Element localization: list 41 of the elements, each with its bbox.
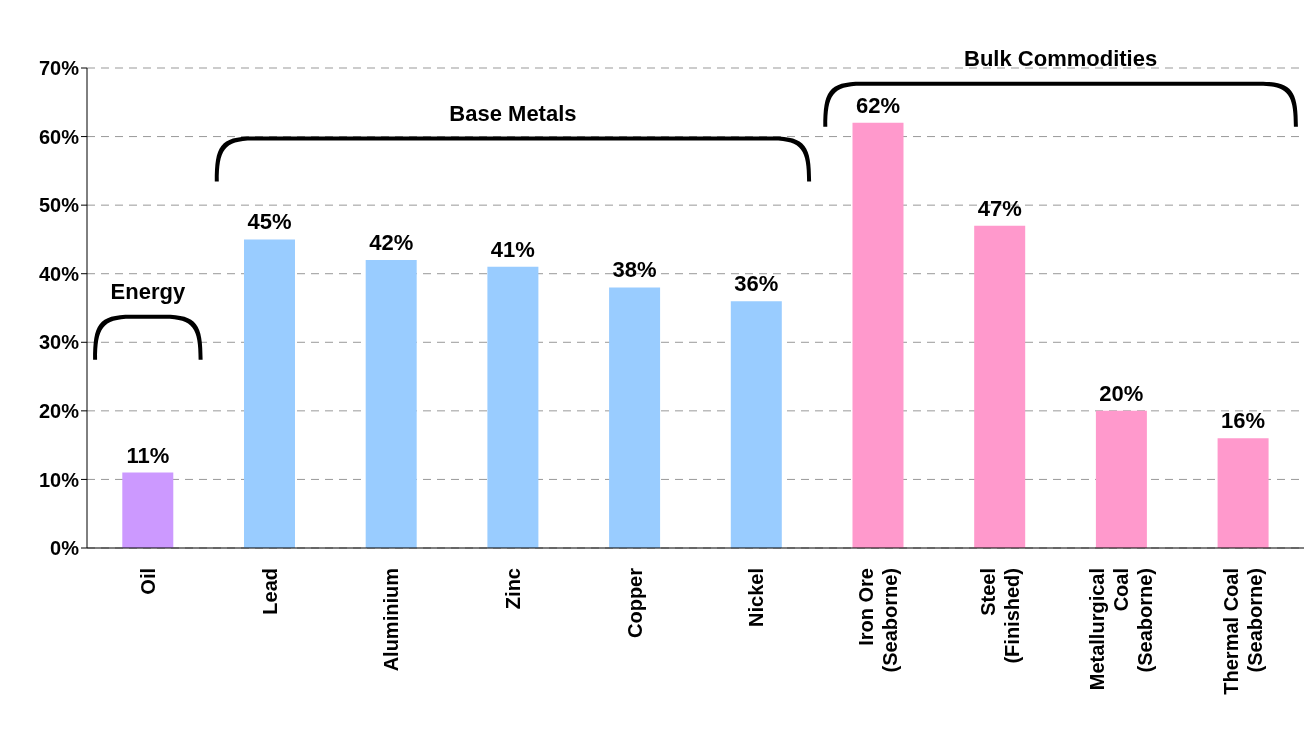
annotation: Bulk Commodities [964,45,1158,71]
y-tick-label: 0% [50,537,80,560]
y-tick-label: 50% [38,194,80,217]
bar [1217,438,1269,548]
bar [243,239,295,548]
x-tick-label: Steel (Finished) [976,568,1023,664]
bar [487,266,539,548]
x-tick-label: Nickel [745,568,768,627]
data-label: 36% [734,271,779,297]
bar [974,225,1026,548]
data-label: 42% [369,230,414,255]
x-tick-label: Aluminium [380,568,403,672]
x-tick-label: Metallurgical Coal (Seaborne) [1086,568,1157,691]
x-tick-label: Copper [623,567,646,638]
data-label: 45% [247,209,292,235]
data-label: 47% [977,195,1022,221]
data-label: 11% [126,442,170,468]
x-tick-label: Thermal Coal (Seaborne) [1220,568,1267,695]
annotation: Energy [110,278,186,304]
x-tick-label: Oil [136,568,159,595]
data-label: 38% [612,257,657,283]
bar [609,287,661,548]
y-tick-label: 70% [38,57,80,80]
annotation: Base Metals [449,100,577,126]
data-label: 41% [490,236,535,262]
bar [365,260,417,548]
y-tick-label: 60% [38,125,80,148]
data-label: 16% [1221,408,1266,434]
y-tick-label: 10% [38,468,80,491]
bar [122,472,174,548]
data-label: 62% [855,92,901,118]
bar [852,122,904,548]
y-tick-label: 40% [38,262,80,285]
data-label: 20% [1099,380,1144,406]
y-tick-label: 30% [38,331,80,354]
x-tick-label: Lead [258,568,281,615]
x-tick-label: Zinc [501,568,524,610]
bar [730,301,782,548]
y-tick-label: 20% [38,399,80,422]
bar [1095,410,1147,548]
x-tick-label: Iron Ore (Seaborne) [855,568,902,673]
